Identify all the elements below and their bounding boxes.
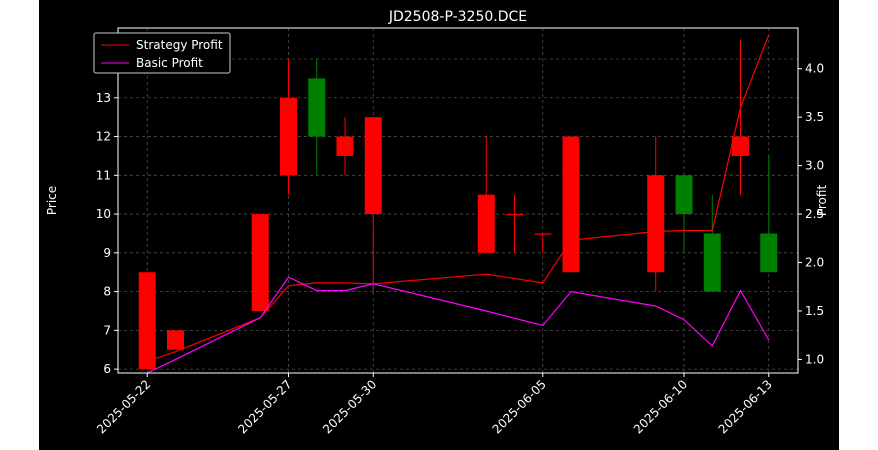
x-tick-label: 2025-05-30 [320,377,379,436]
candle-body [562,136,580,273]
y-axis-label-left: Price [45,186,59,215]
legend: Strategy Profit Basic Profit [93,32,231,74]
candle-body [279,97,297,176]
y-tick-label-right: 1.5 [805,304,824,318]
y-tick-label-right: 3.0 [805,159,824,173]
candle-body [477,194,495,253]
x-tick-label: 2025-06-10 [631,377,690,436]
y-tick-label-right: 1.0 [805,352,824,366]
candle-body [506,214,524,216]
plot-frame [117,27,799,374]
y-tick-label-left: 6 [103,362,111,376]
candle-body [308,78,326,137]
strategy-profit-line [147,34,770,362]
grid [118,28,798,373]
y-tick-label-left: 10 [96,207,111,221]
chart-container: 678910111213141.01.52.02.53.03.54.02025-… [39,0,839,450]
y-tick-label-right: 2.5 [805,207,824,221]
legend-label-basic: Basic Profit [136,56,203,70]
profit-lines [146,34,770,374]
y-axis-label-right: Profit [815,185,829,217]
x-tick-label: 2025-06-05 [490,377,549,436]
y-tick-label-left: 8 [103,285,111,299]
y-tick-label-left: 9 [103,246,111,260]
y-tick-label-left: 13 [96,91,111,105]
chart-title: JD2508-P-3250.DCE [388,9,527,25]
legend-label-strategy: Strategy Profit [136,38,223,52]
candle-body [364,117,382,215]
candle-body [732,136,750,156]
y-tick-label-left: 11 [96,168,111,182]
y-tick-label-right: 4.0 [805,62,824,76]
candlestick-chart: 678910111213141.01.52.02.53.03.54.02025-… [45,9,829,436]
candle-body [647,175,665,273]
candle-body [138,272,156,370]
candle-body [675,175,693,215]
y-tick-label-left: 7 [103,323,111,337]
x-tick-label: 2025-06-13 [716,377,775,436]
candle-body [534,233,552,235]
y-tick-label-right: 3.5 [805,110,824,124]
candle-body [760,233,778,273]
y-tick-label-right: 2.0 [805,256,824,270]
y-tick-label-left: 12 [96,130,111,144]
x-tick-label: 2025-05-22 [94,377,153,436]
candle-body [703,233,721,292]
x-tick-label: 2025-05-27 [235,377,294,436]
candles [138,39,778,370]
candle-body [336,136,354,156]
candle-body [166,330,184,350]
basic-profit-line [146,276,770,374]
candle-body [251,214,269,311]
